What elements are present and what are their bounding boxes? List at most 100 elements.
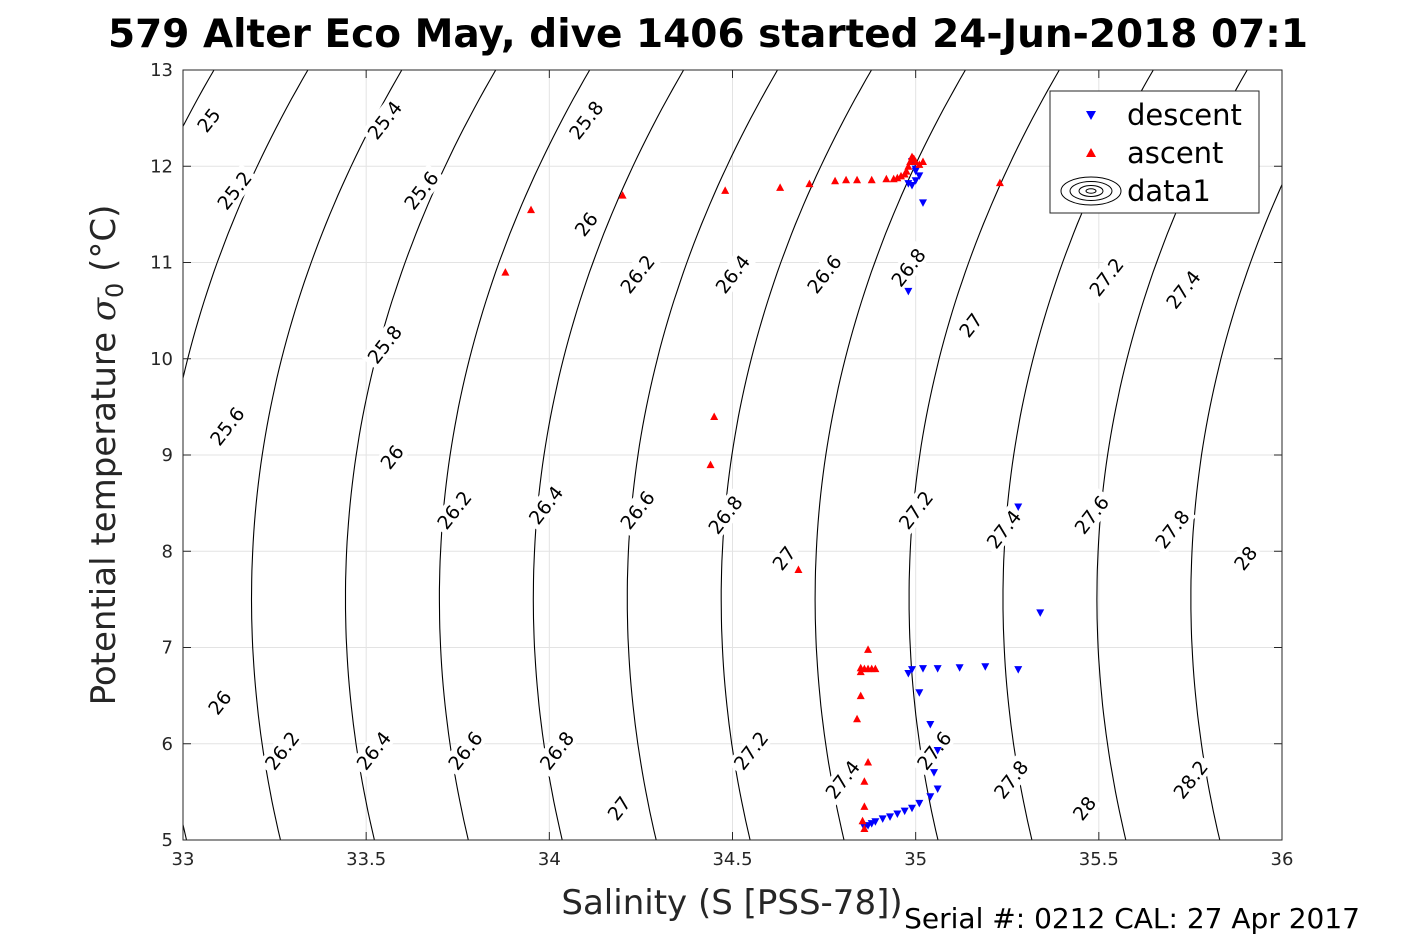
ascent-point [871, 664, 880, 673]
ascent-point [618, 191, 627, 199]
ascent-point [794, 565, 803, 574]
contour-label-background [613, 247, 662, 301]
ascent-point [853, 714, 862, 723]
x-axis-ticks: 33 33.5 34 34.5 35 35.5 36 [172, 70, 1293, 870]
ascent-point [911, 157, 920, 165]
ascent-point [902, 167, 911, 175]
y-tick-label: 10 [150, 349, 173, 370]
contour-label-background [986, 752, 1035, 806]
descent-point [908, 804, 917, 813]
ascent-point [856, 667, 865, 676]
ascent-point [858, 816, 867, 825]
contour-label-background [521, 478, 570, 532]
contour-label-background [210, 163, 259, 217]
ascent-point [856, 691, 865, 700]
contour-label-background [1166, 752, 1215, 806]
ascent-point [918, 157, 927, 165]
contour-label-background [766, 540, 802, 576]
ascent-point [897, 171, 906, 180]
descent-point [878, 815, 887, 823]
contour-label-background [1228, 540, 1263, 576]
y-axis-label-unit: (°C) [84, 205, 124, 283]
y-tick-label: 9 [162, 445, 173, 466]
isopycnal-line [250, 70, 403, 840]
contour-label-background [613, 483, 662, 537]
isopycnal-line [438, 70, 591, 840]
descent-point [915, 689, 924, 697]
isopycnal-line [1190, 183, 1282, 840]
contour-label-background [800, 247, 849, 301]
x-tick-label: 34 [538, 849, 561, 870]
footer-calibration: Serial #: 0212 CAL: 27 Apr 2017 [904, 902, 1360, 935]
descent-point [933, 746, 942, 755]
y-tick-label: 7 [162, 638, 173, 659]
contour-label-background [818, 752, 867, 806]
chart-title: 579 Alter Eco May, dive 1406 started 24-… [108, 12, 1308, 57]
legend-contour-icon [1060, 176, 1122, 206]
x-tick-label: 35.5 [1079, 849, 1119, 870]
ascent-point [904, 162, 913, 170]
isopycnal-line [1285, 22, 1417, 888]
ascent-point [710, 412, 719, 420]
x-tick-label: 33.5 [346, 849, 386, 870]
contour-label-background [561, 93, 611, 147]
ascent-point [501, 268, 510, 276]
y-tick-label: 12 [150, 156, 173, 177]
isopycnal-line [344, 70, 497, 840]
isopycnal-line [626, 70, 779, 840]
legend-descent-marker [1086, 111, 1096, 120]
contour-label-background [1066, 790, 1102, 827]
x-axis-label: Salinity (S [PSS-78]) [561, 883, 902, 923]
y-tick-label: 5 [162, 830, 173, 851]
y-tick-label: 8 [162, 541, 173, 562]
ascent-point [721, 186, 730, 194]
y-tick-label: 11 [150, 253, 173, 274]
descent-point [871, 818, 880, 826]
descent-point [933, 665, 942, 673]
ascent-point [776, 183, 785, 191]
descent-point [929, 769, 938, 777]
descent-point [1014, 503, 1023, 511]
ascent-point [860, 824, 869, 832]
contour-label-background [891, 483, 940, 537]
descent-point [867, 820, 876, 828]
contour-label-background [191, 102, 226, 138]
descent-point [981, 663, 990, 671]
ascent-point [864, 758, 873, 766]
legend-ascent-label: ascent [1127, 136, 1223, 170]
isopycnal-line [720, 70, 873, 840]
descent-point [900, 807, 909, 816]
isopycnal-line [0, 22, 150, 888]
ascent-point [860, 802, 869, 810]
contour-label-background [257, 724, 306, 777]
descent-point [1014, 666, 1023, 674]
isopycnal-line [183, 70, 309, 840]
y-tick-label: 13 [150, 60, 173, 81]
contour-label-background [1159, 262, 1208, 316]
descent-point [886, 813, 895, 821]
ascent-point [860, 777, 869, 785]
ascent-point [906, 157, 915, 165]
contour-label-background [374, 439, 410, 475]
ascent-point [527, 205, 536, 214]
ascent-point [867, 175, 876, 184]
y-axis-label: Potential temperature σ0 (°C) [84, 205, 129, 706]
descent-point [918, 199, 927, 207]
y-axis-label-sigma: σ [84, 297, 124, 321]
data-points [501, 152, 1045, 832]
descent-point [955, 664, 964, 672]
contour-label-background [909, 724, 959, 777]
ascent-point [915, 160, 924, 168]
contour-label-background [532, 724, 581, 777]
contour-label-background [701, 488, 750, 542]
ascent-point [706, 460, 715, 469]
ascent-point [882, 174, 891, 183]
contour-label-background [1082, 250, 1131, 304]
contour-label-background [202, 399, 252, 453]
descent-point [1036, 609, 1045, 617]
isopycnal-line [1379, 22, 1417, 888]
contour-label-background [441, 724, 490, 777]
contour-label-background [953, 307, 988, 343]
isopycnal-line [532, 70, 685, 840]
